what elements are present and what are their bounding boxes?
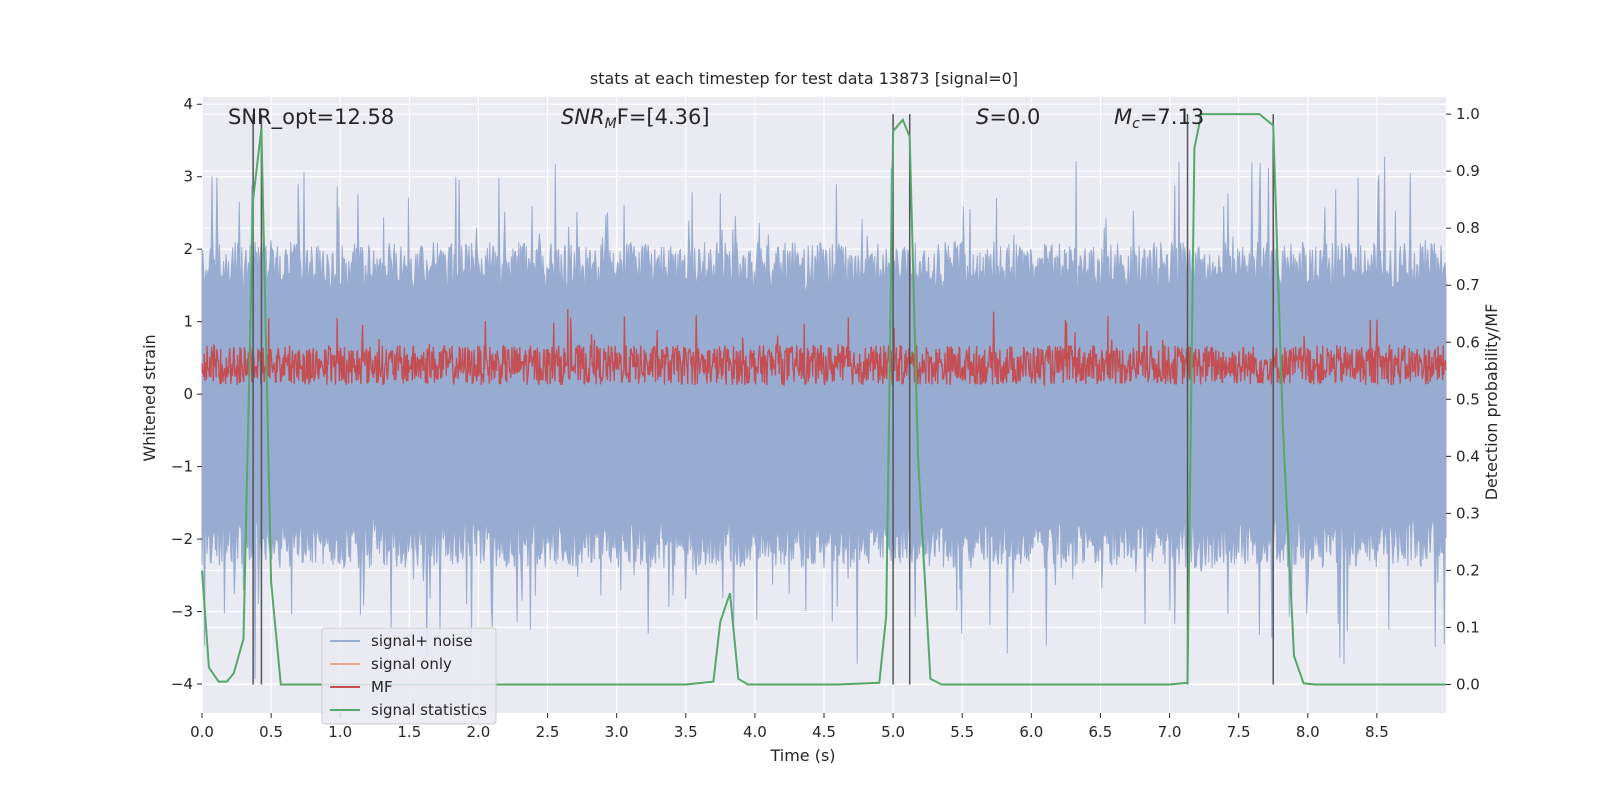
annotation-s-rest: =0.0	[989, 105, 1040, 129]
x-axis-title: Time (s)	[769, 746, 835, 765]
x-tick-label: 2.0	[467, 723, 491, 741]
x-tick-label: 4.5	[812, 723, 836, 741]
annotation-s-base: S	[976, 105, 989, 129]
y-tick-label-right: 0.1	[1456, 618, 1480, 636]
x-tick-label: 1.0	[328, 723, 352, 741]
y-tick-label-left: −1	[171, 458, 193, 476]
legend-label-mf: MF	[371, 678, 393, 696]
annotation-snr-mf-sub: M	[605, 116, 617, 132]
series-mf	[201, 308, 1447, 388]
y-axis-title-left: Whitened strain	[140, 334, 159, 461]
x-tick-label: 5.0	[881, 723, 905, 741]
y-axis-title-right: Detection probability/MF	[1482, 304, 1501, 501]
x-tick-label: 7.0	[1158, 723, 1182, 741]
legend-box	[321, 627, 497, 725]
annotation-snr-mf: SNRMF=[4.36]	[561, 105, 710, 132]
y-tick-label-right: 1.0	[1456, 105, 1480, 123]
annotation-snr-opt: SNR_opt=12.58	[228, 105, 394, 130]
chart-title: stats at each timestep for test data 138…	[590, 69, 1018, 88]
y-tick-label-left: 4	[183, 95, 193, 113]
y-tick-label-right: 0.6	[1456, 333, 1480, 351]
x-tick-label: 3.5	[674, 723, 698, 741]
annotation-s: S=0.0	[976, 105, 1040, 129]
x-tick-label: 7.5	[1227, 723, 1251, 741]
annotation-mc-sub: c	[1132, 116, 1140, 132]
x-tick-label: 8.5	[1365, 723, 1389, 741]
x-tick-label: 0.5	[259, 723, 283, 741]
annotation-snr-mf-rest: F=[4.36]	[617, 105, 710, 129]
y-tick-label-right: 0.5	[1456, 390, 1480, 408]
x-tick-label: 3.0	[605, 723, 629, 741]
x-tick-label: 1.5	[397, 723, 421, 741]
y-tick-label-right: 0.0	[1456, 675, 1480, 693]
axis-layer: 0.0 0.5 1.0 1.5 2.0 2.5 3.0 3.5 4.0 4.5 5.0 5.5 6.0 6…	[171, 95, 1480, 741]
y-tick-label-left: −4	[171, 675, 193, 693]
y-tick-label-left: 2	[183, 240, 193, 258]
x-tick-label: 4.0	[743, 723, 767, 741]
y-tick-label-left: 0	[183, 385, 193, 403]
annotation-mc: Mc=7.13	[1114, 105, 1204, 132]
y-tick-label-left: −2	[171, 530, 193, 548]
y-tick-label-left: −3	[171, 603, 193, 621]
legend-label-signal-only: signal only	[371, 655, 452, 673]
legend-label-noise: signal+ noise	[371, 632, 473, 650]
legend-label-stat: signal statistics	[371, 701, 487, 719]
x-tick-label: 0.0	[190, 723, 214, 741]
series-signal-noise	[201, 156, 1447, 680]
y-tick-label-left: 3	[183, 168, 193, 186]
y-tick-label-right: 0.9	[1456, 162, 1480, 180]
y-tick-label-right: 0.7	[1456, 276, 1480, 294]
annotation-snr-mf-base: SNR	[561, 105, 605, 129]
x-tick-label: 8.0	[1296, 723, 1320, 741]
y-tick-label-right: 0.3	[1456, 504, 1480, 522]
y-tick-label-left: 1	[183, 313, 193, 331]
legend: signal+ noise signal only MF signal stat…	[321, 627, 497, 725]
data-layer	[201, 113, 1447, 686]
annotation-mc-rest: =7.13	[1140, 105, 1204, 129]
annotation-mc-base: M	[1114, 105, 1132, 129]
x-tick-label: 2.5	[536, 723, 560, 741]
y-tick-label-right: 0.4	[1456, 447, 1480, 465]
x-tick-label: 6.0	[1019, 723, 1043, 741]
y-tick-label-right: 0.2	[1456, 561, 1480, 579]
x-tick-label: 6.5	[1089, 723, 1113, 741]
y-tick-label-right: 0.8	[1456, 219, 1480, 237]
series-signal-statistics	[201, 113, 1446, 686]
x-tick-label: 5.5	[950, 723, 974, 741]
